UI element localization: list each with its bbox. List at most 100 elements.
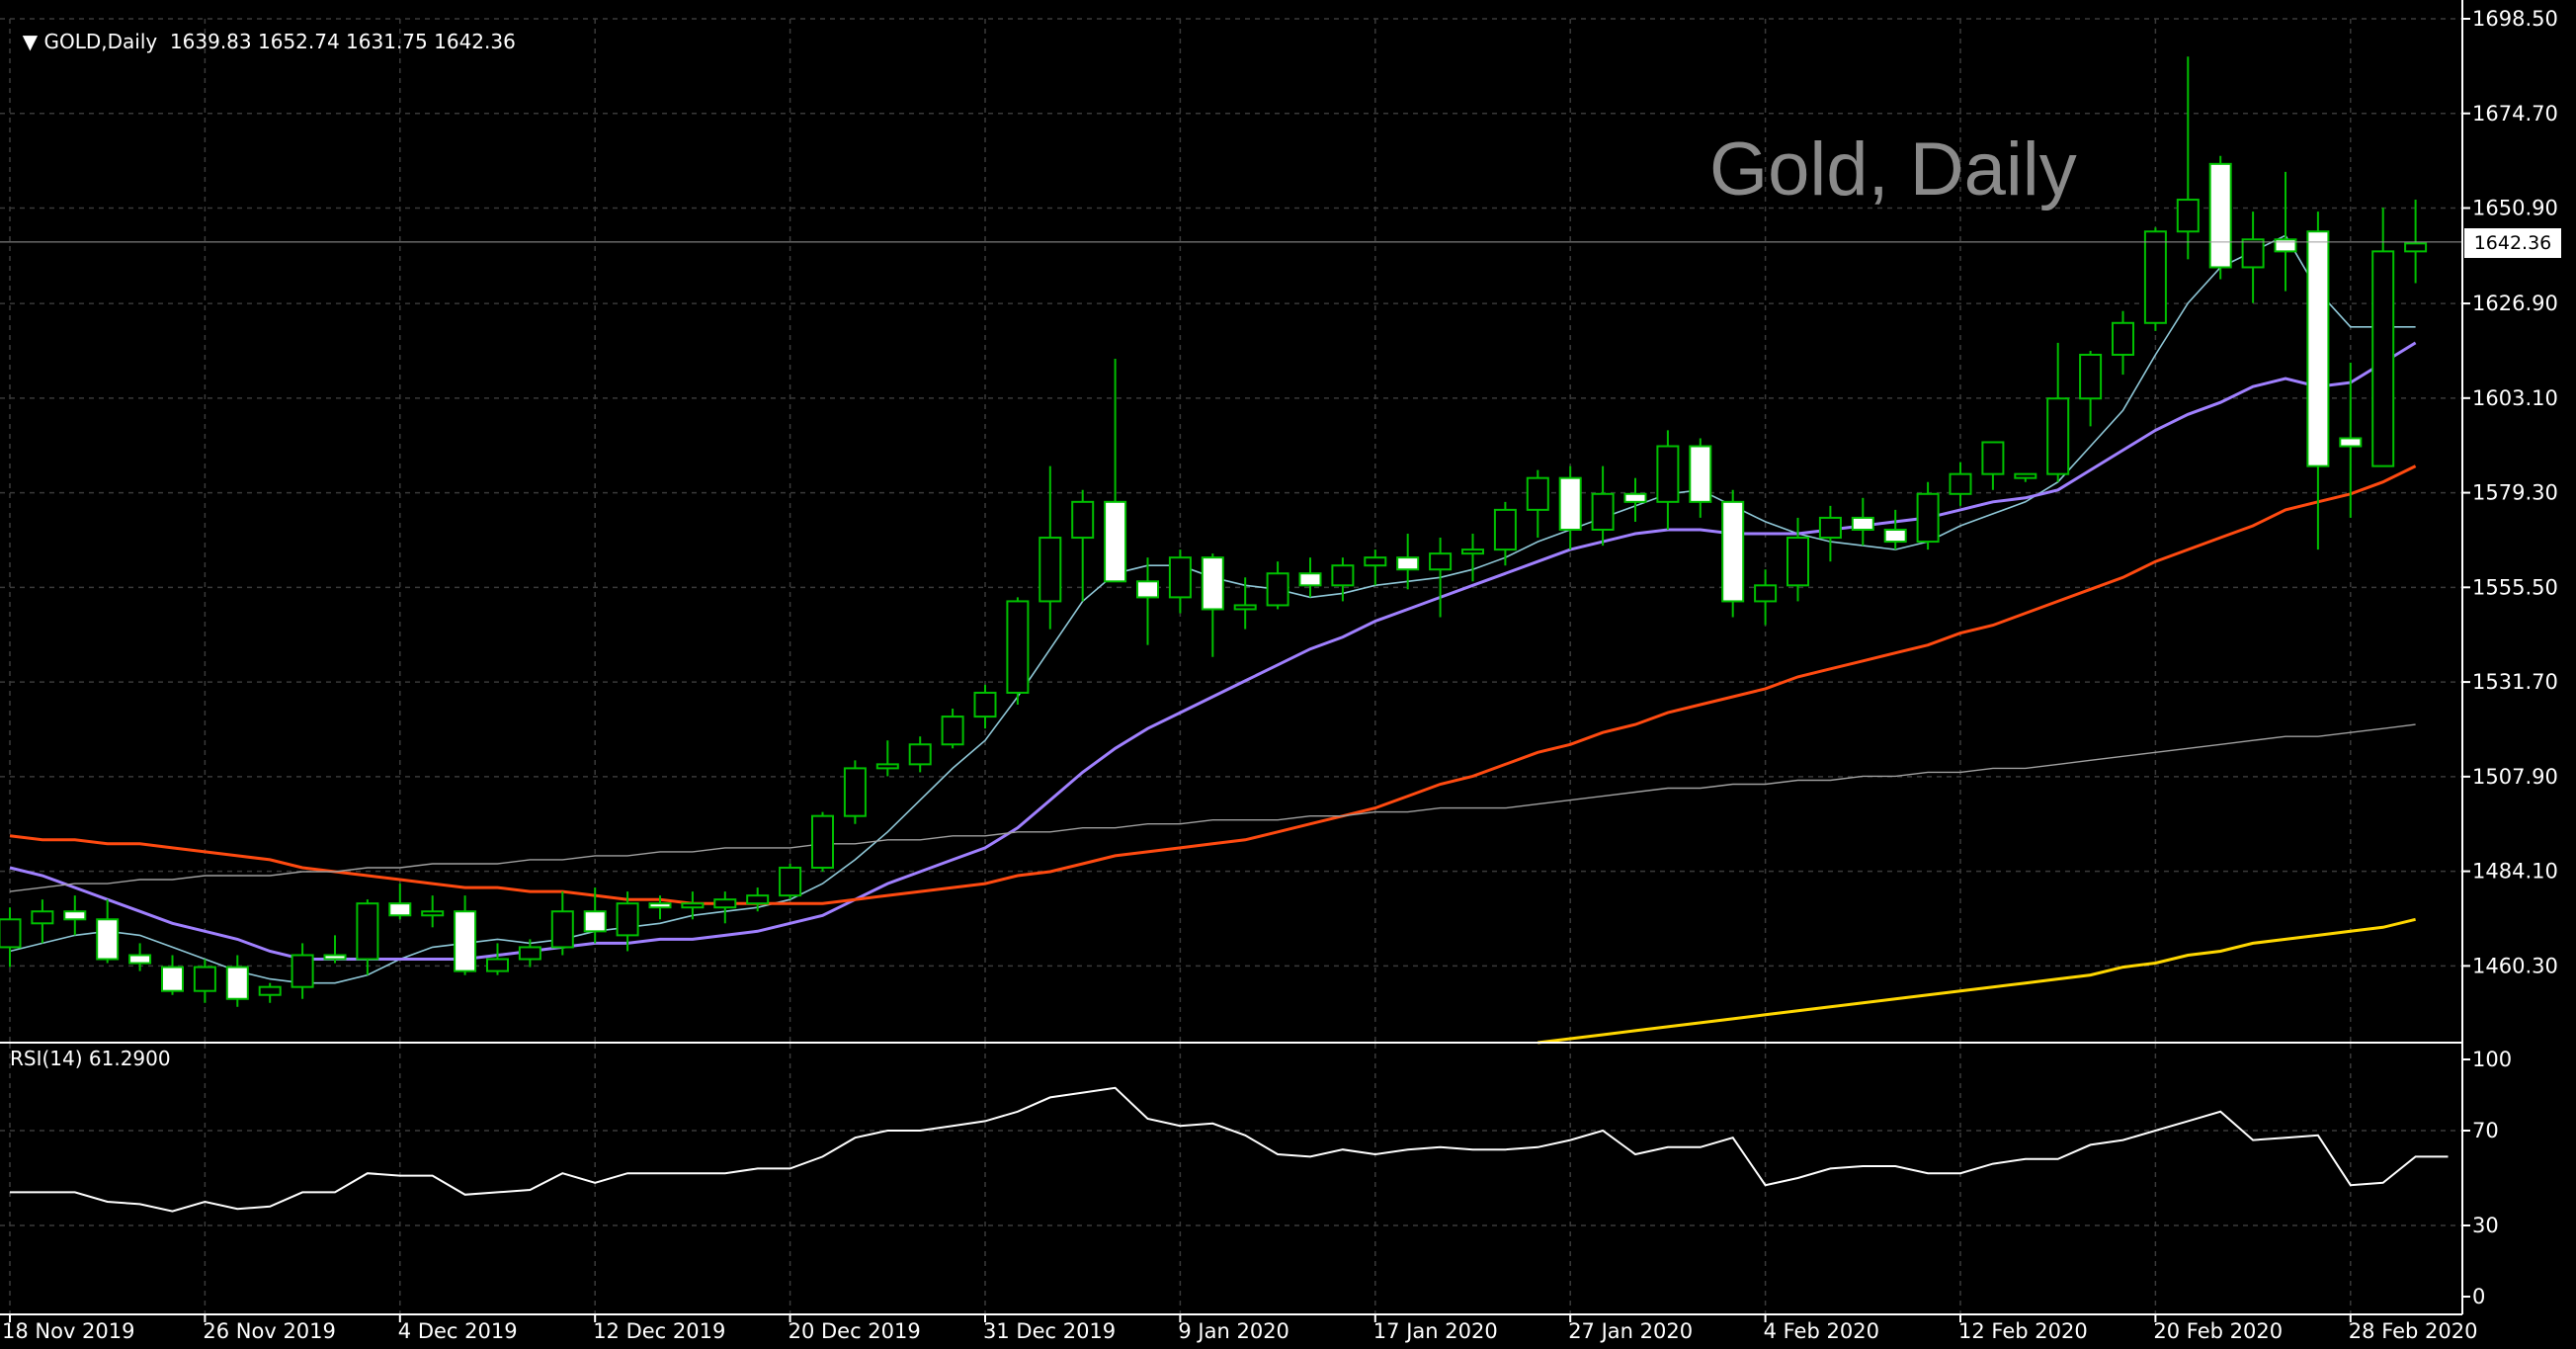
candle [388,884,412,920]
candle-body [1006,600,1030,694]
candle [908,736,932,773]
candle-body [681,902,705,909]
candle [323,935,347,964]
candle [1916,481,1940,550]
price-tick-label: 1579.30 [2472,481,2558,505]
candle [1461,534,1484,582]
candle-body [2176,199,2200,233]
candle [2404,200,2428,284]
candle-body [258,985,282,996]
candle-body [811,814,834,869]
candle-body [2339,437,2363,448]
candle [258,982,282,1003]
candle [1493,501,1517,566]
candle [1851,497,1874,547]
time-tick-label: 12 Feb 2020 [1958,1319,2088,1343]
candle [1006,597,1030,706]
candle-body [843,767,867,817]
candle [2143,227,2167,331]
collapse-triangle-icon[interactable]: ▼ [22,30,44,53]
candle-body [941,716,964,746]
candle-body [1883,528,1907,544]
candle [518,939,541,968]
candle-body [2079,353,2103,400]
candle [1754,569,1778,626]
candle-body [2208,162,2232,269]
price-tick-label: 1674.70 [2472,102,2558,126]
chart-frame [0,0,2463,1315]
candle-body [486,958,509,972]
candle-body [388,902,412,917]
candle-body [1526,476,1549,511]
candle-body [1104,500,1127,583]
candle-body [1429,552,1453,571]
candle [2046,342,2070,482]
candle [1949,462,1972,506]
candle [2306,211,2330,550]
time-tick-label: 4 Dec 2019 [398,1319,518,1343]
candle-body [0,918,22,949]
candle [161,955,184,995]
candle [1233,577,1257,630]
candle [1787,517,1809,602]
candle [1721,489,1745,618]
rsi-tick-label: 0 [2472,1285,2485,1308]
candle-body [518,946,541,961]
candle-body [2371,250,2395,467]
candle-body [1071,500,1095,540]
price-tick-label: 1460.30 [2472,954,2558,977]
candle [1623,477,1647,522]
candle-body [616,902,639,937]
current-price-tag: 1642.36 [2464,227,2561,258]
candle-body [1168,556,1192,599]
candle [0,907,22,968]
candle-body [1331,564,1355,587]
candle-body [583,910,607,933]
candle [2241,211,2265,303]
candle [1039,465,1062,630]
candle-body [161,966,184,992]
time-tick-label: 17 Jan 2020 [1373,1319,1498,1343]
candle-body [1201,556,1224,611]
candle-body [454,910,477,972]
candle-body [128,954,152,965]
candle-body [1818,516,1842,540]
candle-body [31,910,54,925]
candle [2208,155,2232,280]
candle [1526,469,1549,539]
rsi-tick-label: 30 [2472,1214,2499,1237]
candle-body [1981,441,2005,475]
candle [96,899,120,964]
candle-body [746,894,770,905]
candle-body [2404,242,2428,253]
candle [356,899,379,975]
time-tick-label: 28 Feb 2020 [2349,1319,2478,1343]
candle [875,740,899,777]
symbol-line: GOLD,Daily 1639.83 1652.74 1631.75 1642.… [43,30,516,53]
time-tick-label: 20 Feb 2020 [2153,1319,2283,1343]
candle-body [323,954,347,961]
candle-body [2046,397,2070,475]
candle-body [1039,537,1062,603]
candle-body [973,691,997,718]
candle [1168,549,1192,614]
price-tick-label: 1626.90 [2472,292,2558,315]
candle [1104,358,1127,583]
candle [681,891,705,920]
candle [1591,465,1615,547]
time-tick-label: 12 Dec 2019 [593,1319,725,1343]
rsi-panel [10,1086,2449,1213]
candle [225,955,249,1007]
candle-body [2014,472,2037,479]
candle [1883,509,1907,550]
grid-lines [0,18,2462,1314]
candle-body [2241,238,2265,269]
symbol-info: ▼ GOLD,Daily 1639.83 1652.74 1631.75 164… [10,6,516,53]
price-tick-label: 1603.10 [2472,386,2558,410]
rsi-tick-label: 100 [2472,1048,2512,1071]
candle-body [2112,321,2134,356]
candle [941,709,964,749]
candle-body [1787,537,1809,587]
candle-body [1623,492,1647,503]
